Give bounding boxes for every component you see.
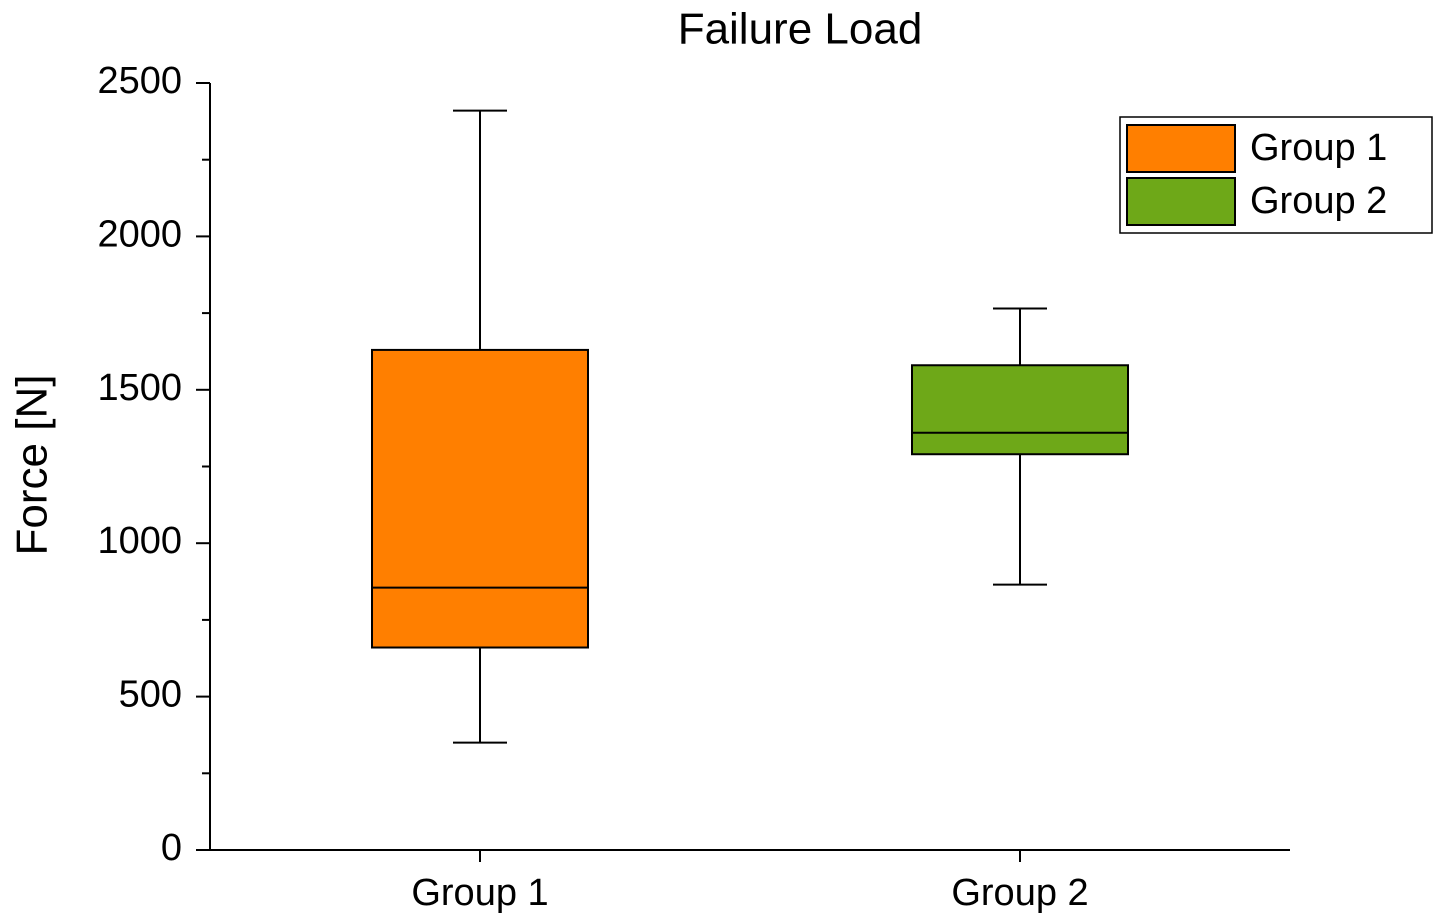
- y-tick-label: 1500: [97, 367, 182, 409]
- legend-label: Group 1: [1250, 127, 1387, 169]
- y-tick-label: 1000: [97, 520, 182, 562]
- legend-swatch: [1126, 177, 1236, 226]
- chart-title: Failure Load: [678, 5, 923, 54]
- box: [371, 348, 589, 649]
- y-tick-label: 0: [161, 827, 182, 869]
- y-tick-label: 500: [119, 674, 182, 716]
- y-axis-label: Force [N]: [8, 375, 57, 556]
- legend-swatch: [1126, 124, 1236, 173]
- legend-label: Group 2: [1250, 180, 1387, 222]
- box: [911, 364, 1129, 456]
- y-tick-label: 2500: [97, 60, 182, 102]
- x-tick-label: Group 2: [951, 872, 1088, 914]
- y-tick-label: 2000: [97, 213, 182, 255]
- x-tick-label: Group 1: [411, 872, 548, 914]
